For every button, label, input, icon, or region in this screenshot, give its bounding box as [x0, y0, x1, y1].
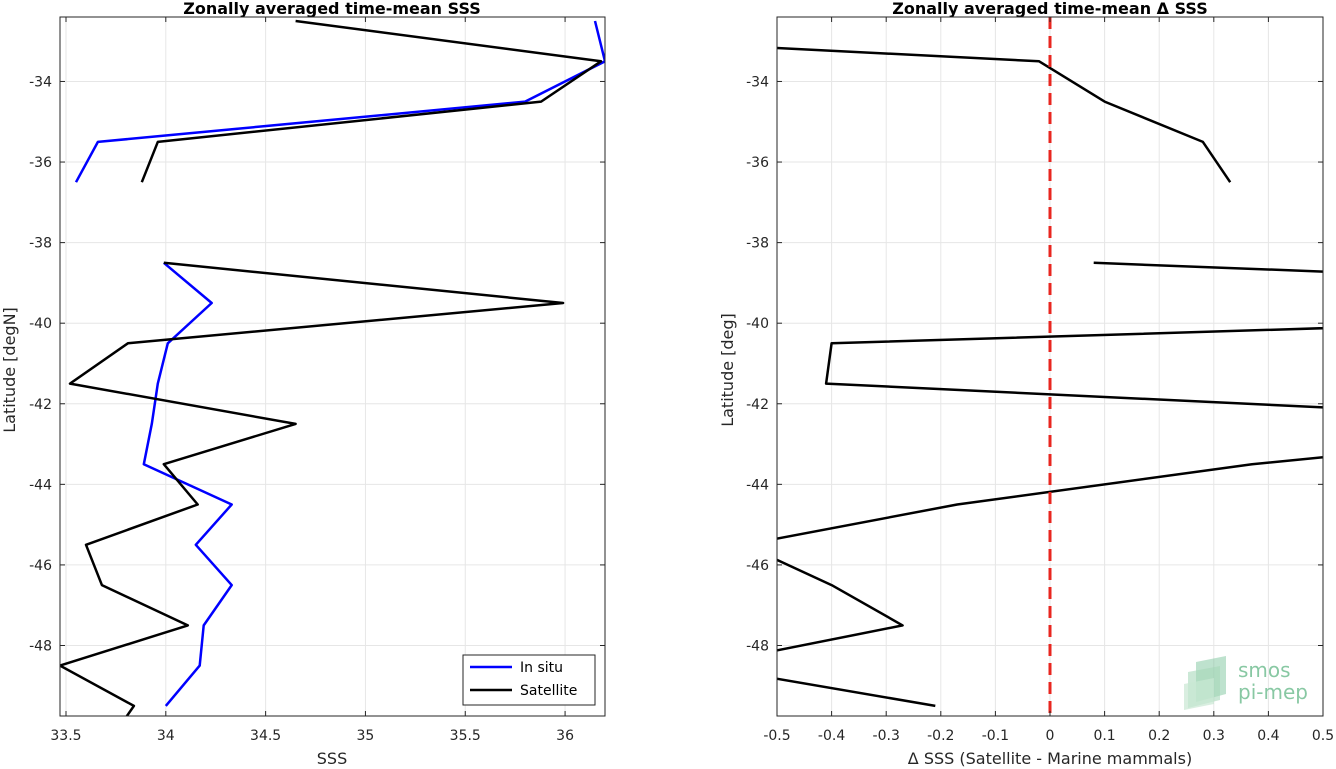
x-tick-label: -0.1: [982, 728, 1009, 744]
y-tick-label: -46: [746, 558, 769, 574]
chart-left-xlabel: SSS: [317, 749, 347, 768]
y-tick-label: -48: [746, 638, 769, 654]
series-line-satellite: [60, 261, 565, 716]
series-line-in-situ: [74, 20, 605, 183]
x-tick-label: 34.5: [250, 728, 281, 744]
x-tick-label: 0: [1046, 728, 1055, 744]
y-tick-label: -36: [746, 155, 769, 171]
logo-text-line1: smos: [1238, 658, 1291, 682]
x-tick-label: 0.2: [1148, 728, 1170, 744]
series-line-in-situ: [142, 261, 233, 707]
y-tick-label: -38: [29, 236, 52, 252]
y-tick-label: -42: [746, 397, 769, 413]
legend-box: [462, 654, 596, 706]
chart-left: Zonally averaged time-mean SSS 33.5 34 34.…: [0, 0, 606, 768]
series-line-delta-sss: [777, 46, 1232, 183]
chart-left-frame: [59, 16, 606, 717]
x-tick-label: 33.5: [50, 728, 81, 744]
x-tick-label: 0.3: [1203, 728, 1225, 744]
x-tick-label: 0.4: [1257, 728, 1279, 744]
series-line-delta-sss: [777, 261, 1323, 708]
chart-left-ticks: 33.5 34 34.5 35 35.5 36 -34 -36 -38 -40 -42 -44 -46 -…: [29, 17, 605, 744]
y-tick-label: -34: [29, 74, 52, 90]
chart-right-ticks: -0.5 -0.4 -0.3 -0.2 -0.1 0 0.1 0.2 0.3 0.4 0.5 -34 -…: [746, 17, 1334, 744]
x-tick-label: 34: [157, 728, 175, 744]
chart-left-ylabel: Latitude [degN]: [0, 307, 19, 433]
x-tick-label: -0.5: [763, 728, 790, 744]
chart-right-series: [777, 46, 1323, 708]
y-tick-label: -34: [746, 74, 769, 90]
chart-right-title: Zonally averaged time-mean Δ SSS: [892, 0, 1208, 18]
chart-right-xlabel: Δ SSS (Satellite - Marine mammals): [908, 749, 1192, 768]
y-tick-label: -40: [29, 316, 52, 332]
y-tick-label: -48: [29, 638, 52, 654]
x-tick-label: 0.5: [1312, 728, 1334, 744]
chart-left-grid: [60, 17, 605, 716]
y-tick-label: -46: [29, 558, 52, 574]
logo-mark-icon: [1184, 656, 1226, 710]
y-tick-label: -42: [29, 397, 52, 413]
x-tick-label: 35: [357, 728, 375, 744]
chart-right: Zonally averaged time-mean Δ SSS -0.5 -0.…: [718, 0, 1334, 768]
y-tick-label: -38: [746, 236, 769, 252]
x-tick-label: 35.5: [450, 728, 481, 744]
logo-text-line2: pi-mep: [1238, 680, 1308, 704]
legend-label-satellite: Satellite: [520, 683, 577, 699]
y-tick-label: -44: [29, 477, 52, 493]
x-tick-label: 0.1: [1093, 728, 1115, 744]
x-tick-label: 36: [556, 728, 574, 744]
y-tick-label: -44: [746, 477, 769, 493]
chart-left-title: Zonally averaged time-mean SSS: [183, 0, 481, 18]
chart-right-ylabel: Latitude [deg]: [718, 313, 737, 427]
series-line-satellite: [140, 19, 603, 183]
y-tick-label: -40: [746, 316, 769, 332]
x-tick-label: -0.2: [927, 728, 954, 744]
y-tick-label: -36: [29, 155, 52, 171]
x-tick-label: -0.4: [818, 728, 845, 744]
x-tick-label: -0.3: [873, 728, 900, 744]
chart-left-series: [60, 19, 605, 716]
legend: In situ Satellite: [462, 654, 596, 706]
smos-pi-mep-logo: smos pi-mep: [1184, 656, 1308, 710]
legend-label-in-situ: In situ: [520, 660, 563, 676]
